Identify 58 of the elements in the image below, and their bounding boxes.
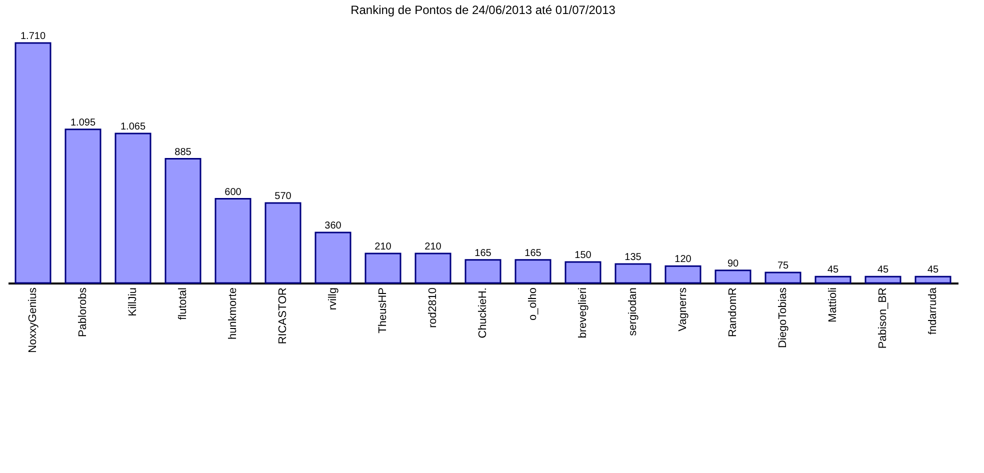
x-tick-label: hunkmorte: [227, 288, 239, 340]
x-tick-label: breveglieri: [577, 288, 589, 338]
x-tick-label: sergiodan: [627, 288, 639, 336]
data-label: 165: [474, 248, 492, 259]
data-label: 1.095: [70, 117, 96, 128]
x-tick-label: ChuckieH.: [477, 288, 489, 338]
x-tick-label: flutotal: [177, 288, 189, 320]
bar: [914, 276, 952, 284]
x-tick-label: o_olho: [527, 288, 539, 321]
data-label: 1.710: [20, 31, 46, 42]
data-label: 210: [374, 242, 392, 253]
data-label: 45: [827, 264, 839, 276]
data-label: 885: [174, 146, 192, 158]
data-label: 120: [674, 254, 692, 266]
bar: [714, 270, 752, 284]
x-tick-label: rod2810: [427, 288, 439, 328]
bar: [14, 42, 52, 284]
x-tick-label: RICASTOR: [277, 287, 289, 344]
x-tick-label: NoxxyGenius: [27, 287, 39, 353]
x-tick-label: Vagnerrs: [677, 287, 689, 332]
bar: [164, 158, 202, 284]
x-tick-label: Mattioli: [827, 288, 839, 322]
bar: [414, 252, 452, 284]
x-tick-label: RandomR: [727, 287, 739, 338]
bar: [314, 232, 352, 284]
x-tick-label: fndarruda: [927, 286, 939, 335]
data-label: 600: [224, 186, 242, 198]
data-label: 45: [877, 264, 889, 276]
data-label: 570: [274, 191, 292, 202]
x-tick-label: DiegoTobias: [777, 287, 789, 348]
data-label: 165: [524, 248, 542, 259]
bar: [64, 128, 102, 284]
data-label: 135: [624, 252, 642, 264]
x-tick-label: Pablorobs: [77, 287, 89, 338]
data-label: 90: [727, 258, 739, 270]
data-label: 45: [927, 264, 939, 276]
x-tick-label: rvillg: [327, 288, 339, 310]
bar: [764, 272, 802, 284]
data-label: 150: [574, 250, 592, 261]
bar: [664, 265, 702, 284]
x-tick-label: TheusHP: [377, 288, 389, 334]
data-label: 75: [777, 260, 789, 272]
data-label: 210: [424, 242, 442, 253]
bar: [214, 198, 252, 284]
chart-title: Ranking de Pontos de 24/06/2013 até 01/07/2013: [350, 3, 616, 17]
bar: [814, 276, 852, 284]
bar: [614, 263, 652, 284]
bar: [114, 132, 152, 284]
bar: [364, 252, 402, 284]
bar: [464, 259, 502, 284]
data-label: 360: [324, 220, 342, 232]
x-tick-label: KillJiu: [127, 288, 139, 316]
bar: [564, 261, 602, 284]
bar: [864, 276, 902, 284]
data-label: 1.065: [120, 122, 146, 133]
bar: [264, 202, 302, 284]
x-tick-label: Pabison_BR: [877, 287, 889, 349]
bar: [514, 259, 552, 284]
